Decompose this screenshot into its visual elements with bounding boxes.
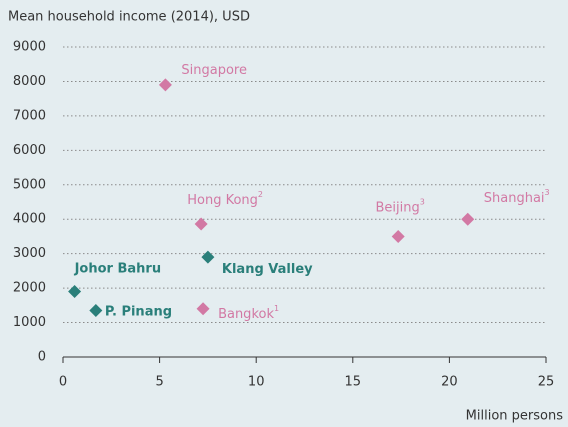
label-text: Beijing	[376, 200, 420, 215]
label-text: Johor Bahru	[74, 261, 162, 276]
point-label: P. Pinang	[105, 304, 172, 319]
y-tick-label: 4000	[13, 212, 46, 227]
x-tick-label: 5	[155, 375, 163, 390]
point-label: Hong Kong2	[187, 190, 263, 208]
point	[89, 304, 103, 317]
y-tick-label: 1000	[13, 315, 46, 330]
x-tick-label: 0	[59, 375, 67, 390]
x-tick-label: 10	[248, 375, 265, 390]
y-tick-label: 7000	[13, 108, 46, 123]
label-text: Shanghai	[484, 191, 545, 206]
y-tick-label: 8000	[13, 74, 46, 89]
point	[158, 78, 172, 92]
x-tick-label: 20	[441, 375, 458, 390]
point-label: Klang Valley	[222, 262, 313, 277]
point-label: Johor Bahru	[74, 261, 162, 276]
y-axis-label: Mean household income (2014), USD	[8, 10, 250, 25]
label-note: 3	[545, 188, 550, 197]
label-note: 3	[420, 197, 425, 206]
label-note: 1	[274, 303, 279, 312]
y-tick-label: 0	[38, 350, 46, 365]
label-text: Bangkok	[218, 306, 274, 321]
point	[391, 229, 405, 243]
point	[201, 250, 215, 264]
point	[461, 212, 475, 226]
y-tick-label: 9000	[13, 40, 46, 55]
y-tick-label: 3000	[13, 246, 46, 261]
label-text: P. Pinang	[105, 304, 172, 319]
label-text: Klang Valley	[222, 262, 313, 277]
label-text: Singapore	[181, 62, 247, 77]
x-axis-label: Million persons	[466, 409, 564, 424]
y-tick-label: 6000	[13, 143, 46, 158]
point-label: Beijing3	[376, 197, 425, 215]
label-note: 2	[258, 190, 263, 199]
point-label: Shanghai3	[484, 188, 550, 206]
point	[194, 217, 208, 231]
x-tick-label: 15	[345, 375, 362, 390]
label-text: Hong Kong	[187, 193, 258, 208]
point	[196, 302, 210, 316]
point-label: Bangkok1	[218, 303, 279, 321]
y-tick-label: 5000	[13, 177, 46, 192]
point-label: Singapore	[181, 62, 247, 77]
x-tick-label: 25	[538, 375, 555, 390]
y-tick-label: 2000	[13, 281, 46, 296]
point	[68, 285, 82, 299]
